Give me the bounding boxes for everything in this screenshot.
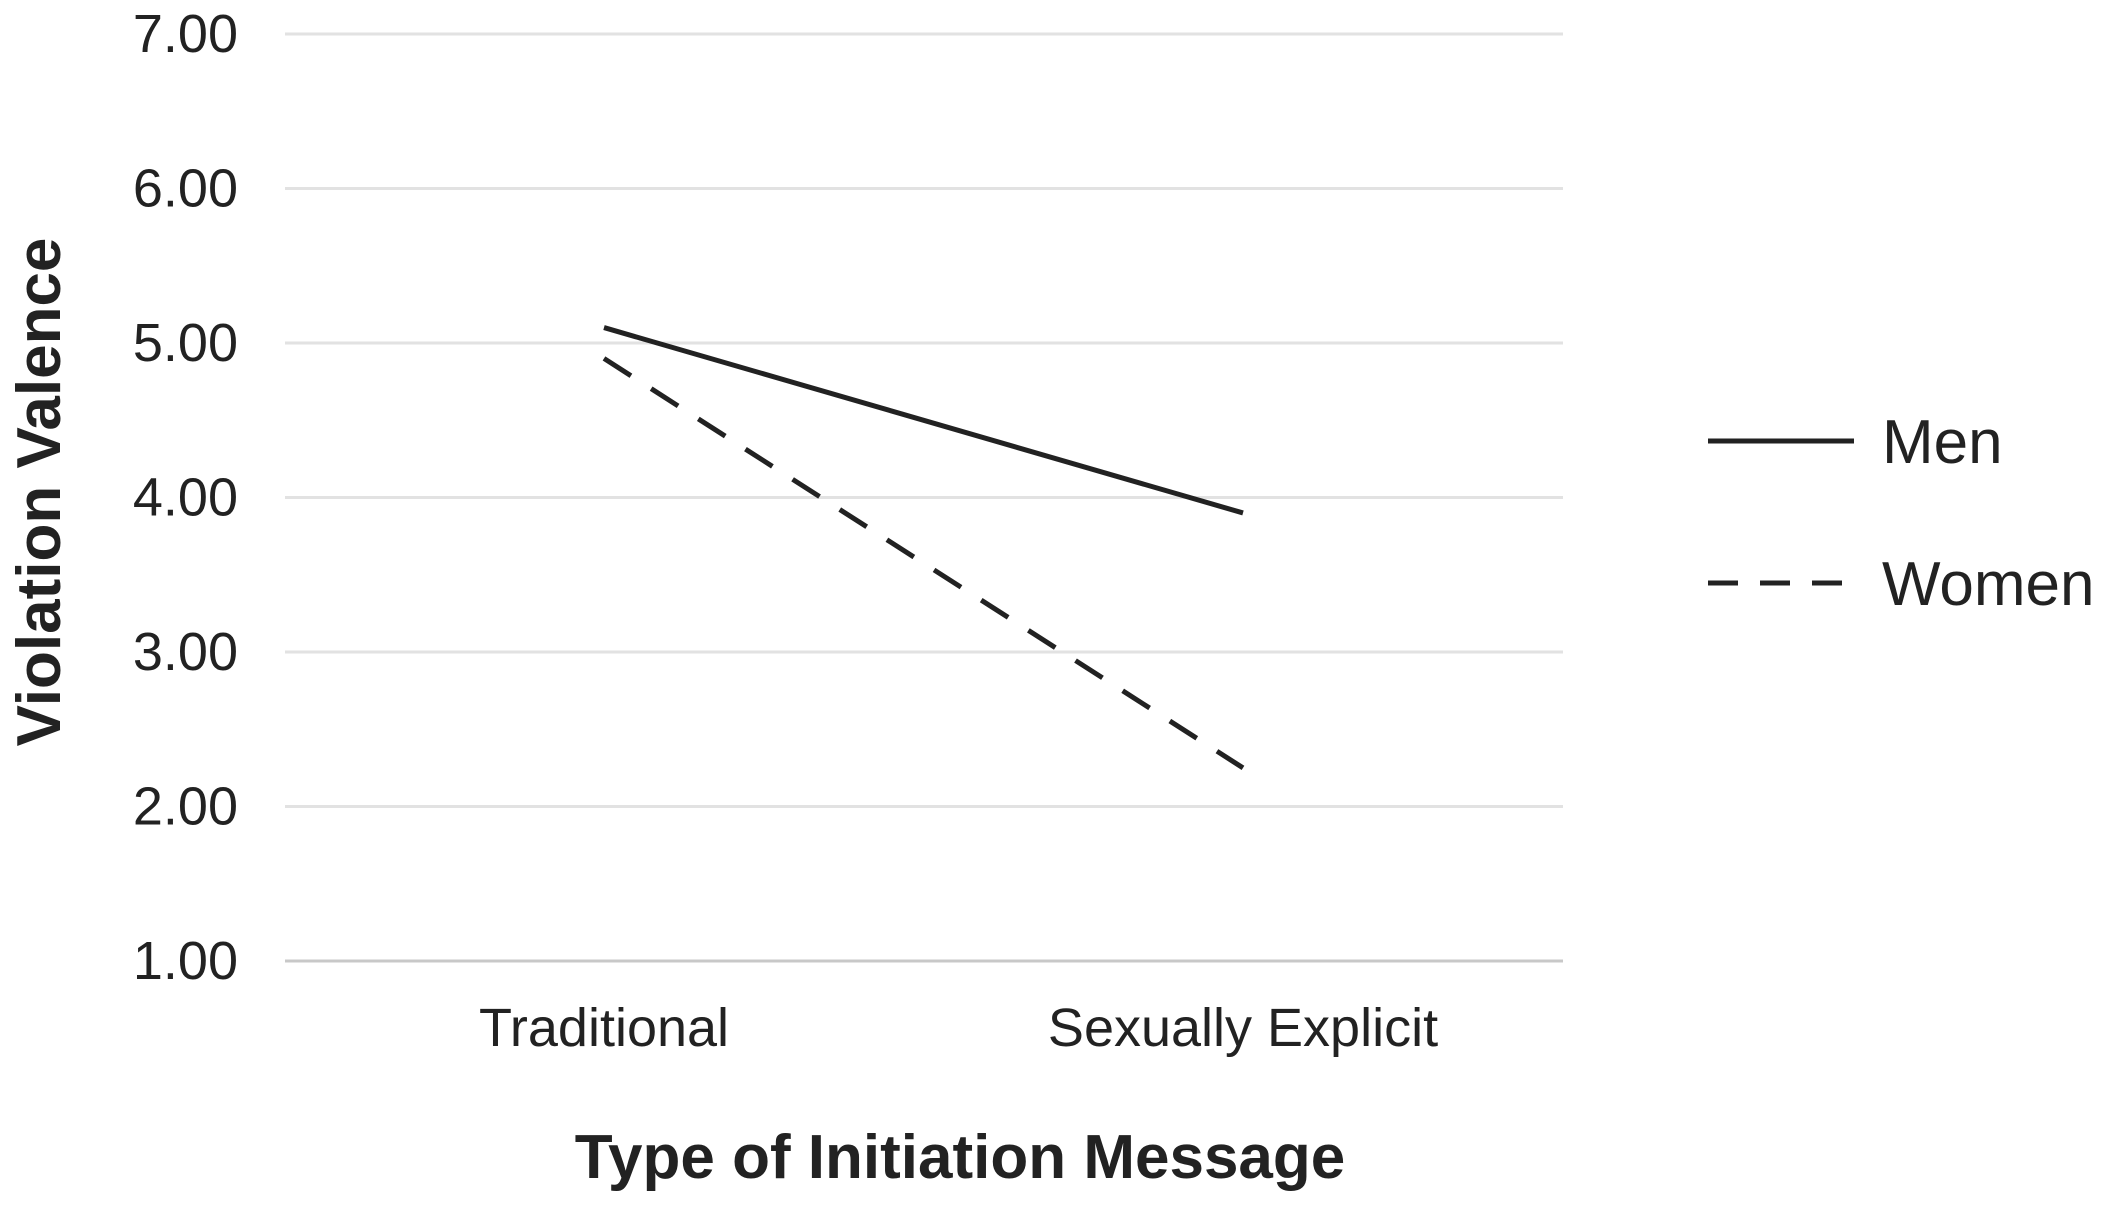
series-line-men	[603, 325, 1244, 516]
y-tick-label: 7.00	[133, 4, 238, 64]
series-lines	[602, 325, 1245, 770]
y-tick-label: 5.00	[133, 313, 238, 373]
y-axis-title: Violation Valence	[5, 238, 74, 747]
y-tick-label: 4.00	[133, 468, 238, 528]
y-tick-label: 3.00	[133, 622, 238, 682]
x-axis-ticks: Traditional Sexually Explicit	[479, 998, 1438, 1058]
legend: Men Women	[1708, 408, 2095, 619]
y-axis-ticks: 1.00 2.00 3.00 4.00 5.00 6.00 7.00	[133, 4, 238, 991]
series-line-women	[602, 356, 1245, 770]
x-tick-label: Sexually Explicit	[1048, 998, 1438, 1058]
x-tick-label: Traditional	[479, 998, 729, 1058]
legend-item-men: Men	[1708, 408, 2003, 477]
y-tick-label: 2.00	[133, 777, 238, 837]
legend-label: Women	[1882, 550, 2095, 619]
y-tick-label: 6.00	[133, 159, 238, 219]
gridlines	[285, 32, 1563, 963]
legend-item-women: Women	[1708, 550, 2095, 619]
x-axis-title: Type of Initiation Message	[575, 1123, 1346, 1192]
y-tick-label: 1.00	[133, 931, 238, 991]
legend-label: Men	[1882, 408, 2003, 477]
